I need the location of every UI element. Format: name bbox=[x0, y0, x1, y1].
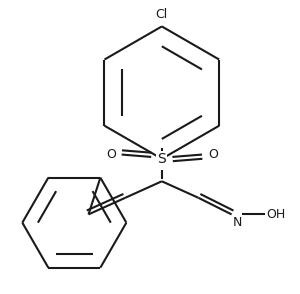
Text: Cl: Cl bbox=[156, 8, 168, 21]
Text: OH: OH bbox=[266, 208, 285, 221]
Text: O: O bbox=[106, 148, 116, 161]
Text: S: S bbox=[158, 152, 166, 166]
Text: O: O bbox=[208, 148, 218, 161]
Text: N: N bbox=[233, 216, 242, 228]
